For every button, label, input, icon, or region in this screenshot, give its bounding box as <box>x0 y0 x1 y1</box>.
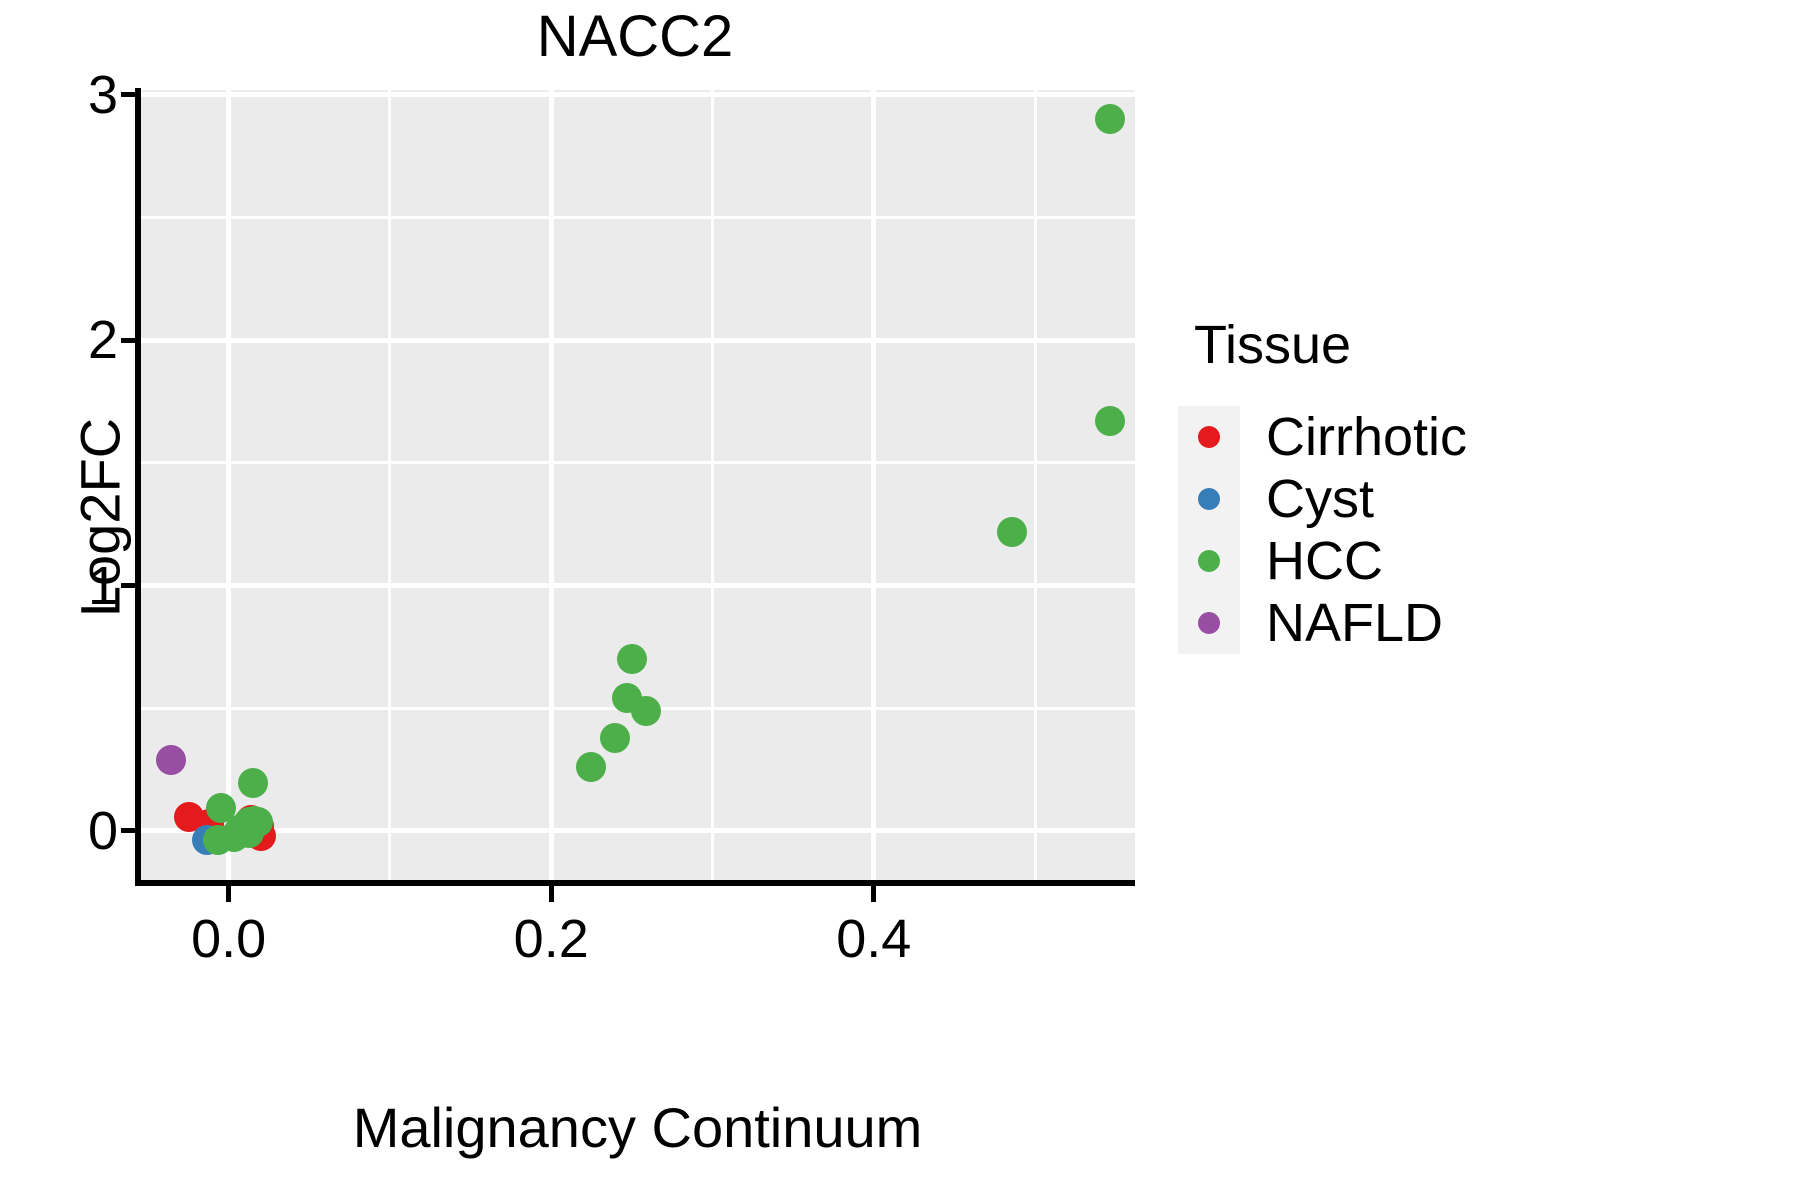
legend-items: Cirrhotic Cyst HCC NAFLD <box>1178 406 1778 654</box>
x-axis-tick-label: 0.2 <box>513 909 589 969</box>
gridline-minor-horizontal <box>140 461 1135 465</box>
legend-item-nafld[interactable]: NAFLD <box>1178 592 1778 654</box>
data-point <box>631 695 662 726</box>
legend-dot-icon <box>1198 550 1220 572</box>
legend-item-cyst[interactable]: Cyst <box>1178 468 1778 530</box>
gridline-minor-vertical <box>388 90 392 880</box>
legend-key-swatch <box>1178 468 1240 530</box>
legend-item-label: HCC <box>1266 531 1383 591</box>
gridline-major-horizontal <box>140 337 1135 343</box>
x-axis-tick-label: 0.0 <box>191 909 267 969</box>
gridline-minor-vertical <box>710 90 714 880</box>
gridline-major-vertical <box>871 90 877 880</box>
data-point <box>616 644 647 675</box>
y-axis-tick-label: 2 <box>87 310 118 371</box>
gridline-major-horizontal <box>140 828 1135 834</box>
x-axis-tick <box>226 886 232 902</box>
y-axis-title: Log2FC <box>68 417 132 618</box>
legend-item-label: NAFLD <box>1266 593 1444 653</box>
legend-item-label: Cirrhotic <box>1266 407 1468 467</box>
x-axis-tick-label: 0.4 <box>836 909 912 969</box>
data-point <box>997 516 1028 547</box>
gridline-major-vertical <box>226 90 232 880</box>
y-axis-line <box>135 88 141 882</box>
gridline-major-vertical <box>548 90 554 880</box>
data-point <box>1095 406 1125 437</box>
legend-title: Tissue <box>1194 315 1352 375</box>
gridline-minor-horizontal <box>140 216 1135 220</box>
gridline-minor-vertical <box>1033 90 1037 880</box>
data-point <box>224 815 255 846</box>
y-axis-tick <box>121 583 135 589</box>
x-axis-line <box>135 880 1135 886</box>
x-axis-tick <box>871 886 877 902</box>
y-axis-tick-label: 1 <box>87 555 118 616</box>
legend-dot-icon <box>1198 612 1220 634</box>
legend-key-swatch <box>1178 530 1240 592</box>
x-axis-title: Malignancy Continuum <box>352 1096 923 1159</box>
y-axis-tick <box>121 337 135 343</box>
legend-item-label: Cyst <box>1266 469 1374 529</box>
y-axis-tick-label: 0 <box>87 800 118 861</box>
legend-key-swatch <box>1178 406 1240 468</box>
legend-item-hcc[interactable]: HCC <box>1178 530 1778 592</box>
y-axis-tick <box>121 828 135 834</box>
legend-item-cirrhotic[interactable]: Cirrhotic <box>1178 406 1778 468</box>
y-axis-tick <box>121 92 135 98</box>
legend-key-swatch <box>1178 592 1240 654</box>
gridline-major-horizontal <box>140 583 1135 589</box>
gridline-major-horizontal <box>140 92 1135 98</box>
x-axis-tick <box>548 886 554 902</box>
data-point <box>575 752 606 783</box>
page-title: NACC2 <box>536 4 734 69</box>
data-point <box>599 722 630 753</box>
legend-dot-icon <box>1198 426 1220 448</box>
legend-dot-icon <box>1198 488 1220 510</box>
data-point <box>1095 104 1125 135</box>
data-point <box>237 768 268 799</box>
legend: Tissue Cirrhotic Cyst HCC NAFLD <box>1178 318 1778 654</box>
data-point <box>156 744 187 775</box>
y-axis-tick-label: 3 <box>87 64 118 125</box>
plot-panel <box>140 90 1135 880</box>
